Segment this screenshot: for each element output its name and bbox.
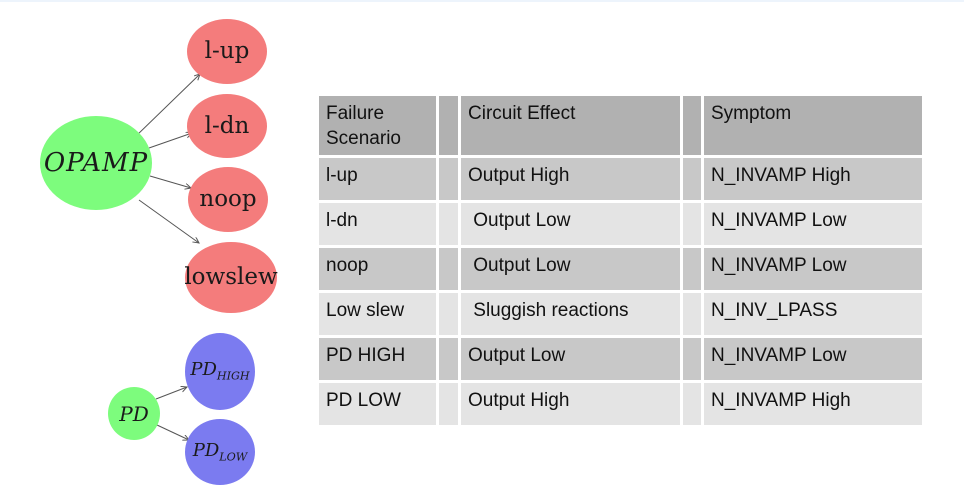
header-symptom: Symptom xyxy=(704,96,922,155)
node-noop-label: noop xyxy=(199,186,257,212)
cell-effect: Sluggish reactions xyxy=(461,293,680,335)
node-pd-low-label: PDLOW xyxy=(192,439,248,464)
node-opamp-label: OPAMP xyxy=(43,148,149,178)
node-l-up-label: l-up xyxy=(204,38,250,64)
cell-effect: Output High xyxy=(461,158,680,200)
cell-effect: Output Low xyxy=(461,338,680,380)
node-pd-high: PDHIGH xyxy=(185,333,255,410)
cell-effect: Output Low xyxy=(461,248,680,290)
table-row-l-dn: l-dn Output Low N_INVAMP Low xyxy=(319,203,922,245)
header-spacer-cell xyxy=(683,96,701,155)
cell-spacer xyxy=(439,248,458,290)
cell-spacer xyxy=(439,203,458,245)
node-noop: noop xyxy=(188,167,268,232)
table-row-low-slew: Low slew Sluggish reactions N_INV_LPASS xyxy=(319,293,922,335)
cell-spacer xyxy=(683,293,701,335)
node-l-dn: l-dn xyxy=(187,94,267,158)
top-edge-line xyxy=(0,0,964,2)
cell-spacer xyxy=(439,158,458,200)
cell-spacer xyxy=(439,383,458,425)
failure-scenario-table: Failure Scenario Circuit Effect Symptom … xyxy=(316,93,925,428)
arrow-pd-to-pdhigh xyxy=(155,387,187,400)
cell-effect: Output Low xyxy=(461,203,680,245)
cell-scenario: PD LOW xyxy=(319,383,436,425)
cell-spacer xyxy=(683,203,701,245)
table-row-pd-high: PD HIGH Output Low N_INVAMP Low xyxy=(319,338,922,380)
header-failure-scenario: Failure Scenario xyxy=(319,96,436,155)
node-l-dn-label: l-dn xyxy=(204,112,250,139)
node-pd-low-subscript: LOW xyxy=(219,450,248,464)
table-row-l-up: l-up Output High N_INVAMP High xyxy=(319,158,922,200)
cell-symptom: N_INVAMP Low xyxy=(704,338,922,380)
cell-spacer xyxy=(439,338,458,380)
node-pd-low: PDLOW xyxy=(185,419,255,485)
cell-scenario: l-up xyxy=(319,158,436,200)
node-opamp: OPAMP xyxy=(40,116,152,210)
cell-spacer xyxy=(683,248,701,290)
cell-symptom: N_INVAMP High xyxy=(704,383,922,425)
header-circuit-effect: Circuit Effect xyxy=(461,96,680,155)
header-spacer-cell xyxy=(439,96,458,155)
cell-symptom: N_INV_LPASS xyxy=(704,293,922,335)
cell-symptom: N_INVAMP Low xyxy=(704,203,922,245)
table-row-noop: noop Output Low N_INVAMP Low xyxy=(319,248,922,290)
cell-symptom: N_INVAMP Low xyxy=(704,248,922,290)
node-lowslew: lowslew xyxy=(184,242,278,313)
arrow-pd-to-pdlow xyxy=(156,424,189,440)
cell-spacer xyxy=(683,383,701,425)
node-pd: PD xyxy=(108,387,160,440)
cell-symptom: N_INVAMP High xyxy=(704,158,922,200)
node-pd-high-subscript: HIGH xyxy=(216,369,250,383)
cell-scenario: Low slew xyxy=(319,293,436,335)
cell-scenario: PD HIGH xyxy=(319,338,436,380)
arrow-opamp-to-noop xyxy=(149,175,191,188)
cell-scenario: l-dn xyxy=(319,203,436,245)
node-pd-label: PD xyxy=(119,401,149,426)
table-row-pd-low: PD LOW Output High N_INVAMP High xyxy=(319,383,922,425)
node-l-up: l-up xyxy=(187,19,267,84)
cell-scenario: noop xyxy=(319,248,436,290)
cell-effect: Output High xyxy=(461,383,680,425)
cell-spacer xyxy=(683,158,701,200)
table-header-row: Failure Scenario Circuit Effect Symptom xyxy=(319,96,922,155)
cell-spacer xyxy=(439,293,458,335)
arrow-opamp-to-ldn xyxy=(148,133,192,149)
cell-spacer xyxy=(683,338,701,380)
node-lowslew-label: lowslew xyxy=(184,264,278,290)
node-pd-high-label: PDHIGH xyxy=(190,359,250,383)
